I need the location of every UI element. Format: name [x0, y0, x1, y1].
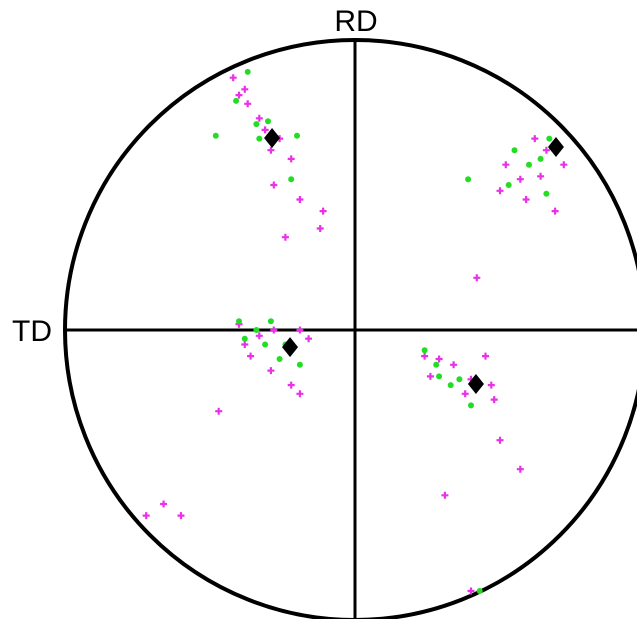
point — [496, 187, 504, 195]
point — [551, 207, 559, 215]
point — [270, 326, 278, 334]
point — [496, 436, 504, 444]
point — [253, 327, 260, 333]
point — [316, 225, 324, 232]
point — [426, 372, 434, 380]
point — [296, 326, 304, 334]
point — [229, 74, 237, 82]
point — [473, 274, 481, 282]
point — [482, 352, 489, 360]
point — [270, 181, 278, 189]
point — [233, 97, 240, 104]
point — [546, 135, 553, 142]
point — [287, 155, 295, 163]
point — [421, 347, 428, 354]
point — [236, 318, 242, 325]
mean-point — [467, 373, 484, 394]
mean-point — [282, 337, 299, 358]
point — [287, 381, 295, 389]
point — [441, 491, 449, 499]
point — [516, 175, 524, 183]
point — [542, 146, 550, 154]
point — [253, 121, 260, 128]
point — [296, 390, 304, 398]
point — [543, 190, 550, 197]
point — [461, 390, 469, 398]
point — [490, 396, 498, 404]
point — [261, 126, 269, 134]
point — [526, 161, 532, 168]
point — [288, 176, 295, 183]
point — [267, 146, 275, 154]
point — [560, 161, 568, 169]
point — [255, 114, 263, 122]
point — [436, 373, 443, 380]
point — [516, 465, 524, 473]
point — [296, 361, 303, 368]
point — [465, 176, 472, 183]
point — [476, 588, 483, 594]
point — [319, 207, 327, 215]
point — [247, 352, 255, 360]
point — [305, 335, 313, 343]
point — [256, 135, 263, 142]
mean-point — [264, 128, 281, 149]
point — [537, 155, 544, 162]
point — [241, 335, 248, 342]
point — [433, 361, 440, 368]
point — [467, 587, 475, 595]
point — [177, 512, 185, 520]
point — [502, 161, 510, 169]
point — [281, 233, 289, 241]
point — [267, 367, 275, 375]
point — [294, 132, 300, 139]
point — [160, 500, 168, 508]
point — [142, 512, 150, 520]
point — [537, 172, 545, 180]
point — [487, 381, 495, 389]
point — [447, 382, 454, 389]
point — [235, 91, 243, 99]
point — [421, 352, 429, 360]
point — [244, 100, 252, 108]
td-label: TD — [12, 315, 52, 348]
point — [244, 68, 251, 75]
point — [505, 182, 512, 188]
point — [456, 376, 463, 383]
mean-point — [547, 137, 564, 158]
point — [531, 135, 539, 143]
point — [215, 407, 223, 415]
point — [468, 402, 474, 409]
point — [212, 132, 219, 139]
point — [276, 356, 283, 362]
point — [255, 332, 263, 340]
point — [435, 355, 443, 363]
rd-label: RD — [334, 5, 377, 38]
point — [262, 341, 269, 348]
point — [241, 85, 249, 93]
point — [450, 361, 458, 369]
point — [265, 118, 271, 125]
point — [522, 196, 530, 203]
point — [267, 318, 274, 325]
point — [296, 196, 304, 203]
point — [511, 147, 518, 154]
point — [241, 341, 249, 348]
